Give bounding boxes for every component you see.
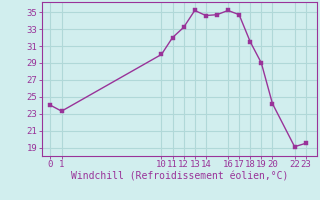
X-axis label: Windchill (Refroidissement éolien,°C): Windchill (Refroidissement éolien,°C) — [70, 172, 288, 182]
